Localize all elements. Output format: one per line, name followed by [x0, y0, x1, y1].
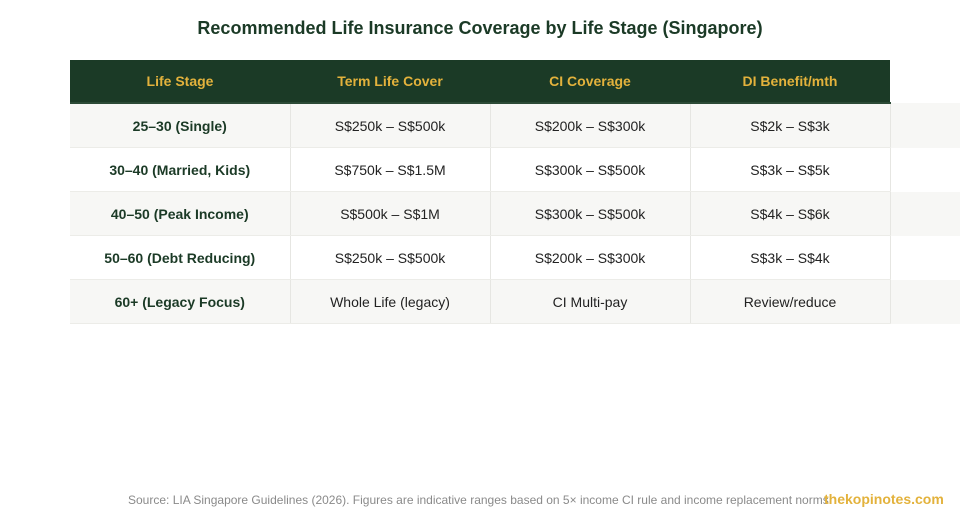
row-filler — [890, 191, 960, 236]
term-life-cell: Whole Life (legacy) — [290, 279, 491, 324]
column-header-di-benefit: DI Benefit/mth — [690, 60, 890, 104]
di-benefit-cell: S$4k – S$6k — [690, 191, 891, 236]
row-filler — [890, 279, 960, 324]
ci-coverage-cell: S$200k – S$300k — [490, 103, 691, 148]
row-filler — [890, 147, 960, 192]
coverage-table-container: Life Stage Term Life Cover CI Coverage D… — [70, 60, 960, 324]
column-header-ci-coverage: CI Coverage — [490, 60, 690, 104]
table-row: 25–30 (Single) S$250k – S$500k S$200k – … — [70, 103, 960, 148]
source-note: Source: LIA Singapore Guidelines (2026).… — [128, 493, 833, 507]
life-stage-cell: 30–40 (Married, Kids) — [70, 147, 291, 192]
term-life-cell: S$500k – S$1M — [290, 191, 491, 236]
term-life-cell: S$250k – S$500k — [290, 235, 491, 280]
ci-coverage-cell: S$300k – S$500k — [490, 191, 691, 236]
column-header-life-stage: Life Stage — [70, 60, 290, 104]
table-row: 30–40 (Married, Kids) S$750k – S$1.5M S$… — [70, 147, 960, 192]
term-life-cell: S$750k – S$1.5M — [290, 147, 491, 192]
ci-coverage-cell: S$200k – S$300k — [490, 235, 691, 280]
life-stage-cell: 40–50 (Peak Income) — [70, 191, 291, 236]
brand-watermark: thekopinotes.com — [824, 491, 944, 507]
table-row: 50–60 (Debt Reducing) S$250k – S$500k S$… — [70, 235, 960, 280]
di-benefit-cell: S$2k – S$3k — [690, 103, 891, 148]
column-header-term-life-cover: Term Life Cover — [290, 60, 490, 104]
table-row: 40–50 (Peak Income) S$500k – S$1M S$300k… — [70, 191, 960, 236]
ci-coverage-cell: S$300k – S$500k — [490, 147, 691, 192]
di-benefit-cell: S$3k – S$5k — [690, 147, 891, 192]
page-title: Recommended Life Insurance Coverage by L… — [197, 18, 763, 38]
header-filler — [890, 60, 960, 103]
di-benefit-cell: Review/reduce — [690, 279, 891, 324]
di-benefit-cell: S$3k – S$4k — [690, 235, 891, 280]
table-row: 60+ (Legacy Focus) Whole Life (legacy) C… — [70, 279, 960, 324]
table-header-row: Life Stage Term Life Cover CI Coverage D… — [70, 60, 960, 104]
coverage-table: Life Stage Term Life Cover CI Coverage D… — [70, 60, 960, 324]
ci-coverage-cell: CI Multi-pay — [490, 279, 691, 324]
life-stage-cell: 60+ (Legacy Focus) — [70, 279, 291, 324]
term-life-cell: S$250k – S$500k — [290, 103, 491, 148]
row-filler — [890, 103, 960, 148]
row-filler — [890, 235, 960, 280]
life-stage-cell: 25–30 (Single) — [70, 103, 291, 148]
life-stage-cell: 50–60 (Debt Reducing) — [70, 235, 291, 280]
